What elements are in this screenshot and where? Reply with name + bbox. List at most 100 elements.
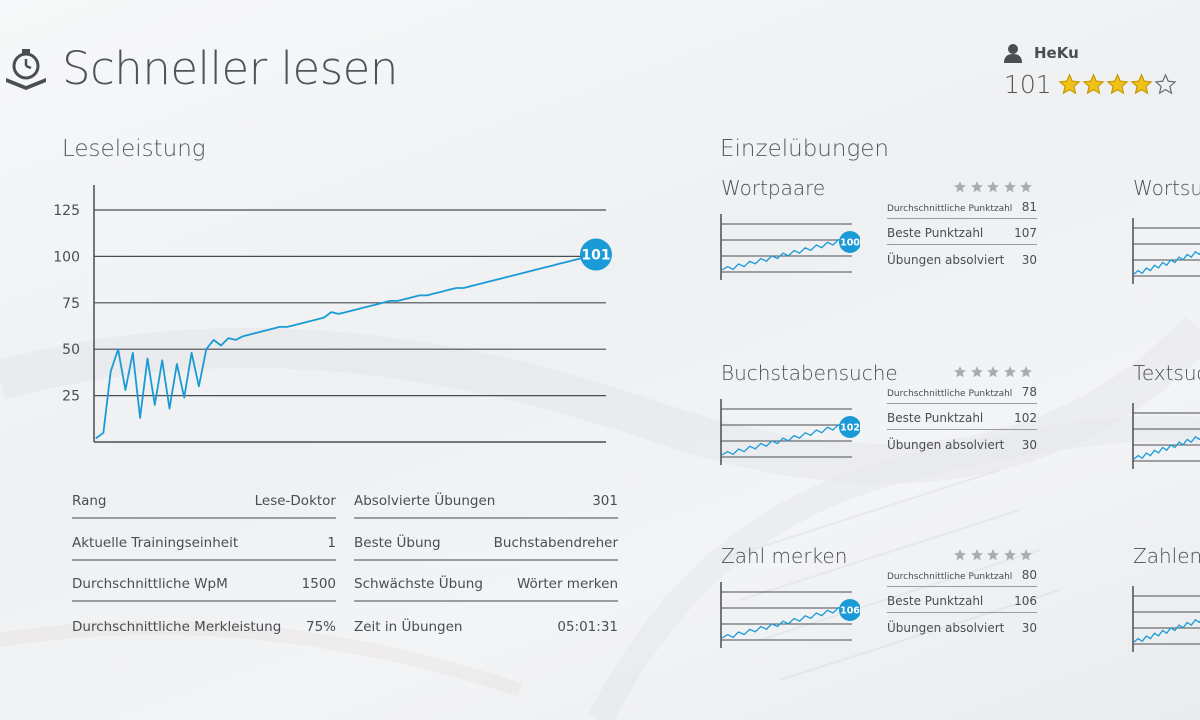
mini-value-badge xyxy=(839,416,861,438)
data-point xyxy=(286,326,288,328)
exercise-stat-row: Durchschnittliche Punktzahl 78 xyxy=(887,384,1037,404)
y-tick-label: 75 xyxy=(62,296,80,312)
y-tick-label: 50 xyxy=(62,342,80,358)
exercise-star-rating xyxy=(953,548,1036,562)
stat-row: Rang Lese-Doktor xyxy=(72,478,336,520)
leseleistung-chart: 25 50 75 100 125 101 xyxy=(44,180,634,460)
exercise-title: Zahl merken xyxy=(721,544,848,568)
stat-label: Durchschnittliche Merkleistung xyxy=(72,619,282,636)
data-point xyxy=(183,396,185,399)
exercise-stat-value: 30 xyxy=(1021,621,1037,635)
star-empty-icon xyxy=(1003,366,1016,378)
einzeluebungen-title: Einzelübungen xyxy=(720,136,889,162)
stat-row: Zeit in Übungen 05:01:31 xyxy=(354,602,618,643)
data-point xyxy=(139,417,141,419)
data-point xyxy=(301,322,303,324)
mini-value-badge xyxy=(839,599,861,621)
stat-value: 1500 xyxy=(301,575,336,592)
mini-value-label: 100 xyxy=(840,238,860,249)
mini-chart xyxy=(1132,218,1200,284)
exercise-stat-value: 81 xyxy=(1021,200,1037,214)
user-star-rating xyxy=(1058,73,1178,96)
exercise-chart: 100 xyxy=(720,212,861,282)
stat-row: Beste Übung Buchstabendreher xyxy=(354,519,618,561)
data-point xyxy=(374,304,377,306)
data-point xyxy=(573,259,575,261)
data-point xyxy=(470,285,472,287)
data-point xyxy=(367,305,369,308)
star-empty-icon xyxy=(1020,549,1032,561)
data-point xyxy=(124,389,127,391)
data-point xyxy=(110,370,112,373)
exercise-chart: 102 xyxy=(720,397,861,467)
data-point xyxy=(213,339,215,341)
data-point xyxy=(418,294,421,296)
exercise-chart xyxy=(1132,584,1200,654)
data-point xyxy=(168,407,171,410)
mini-series-line xyxy=(721,238,845,271)
mini-value-badge xyxy=(839,231,861,253)
data-point xyxy=(315,318,318,321)
star-empty-icon xyxy=(954,549,966,561)
star-filled-icon xyxy=(1106,73,1129,95)
star-empty-icon xyxy=(1020,366,1032,378)
stat-value: 1 xyxy=(327,534,336,551)
exercise-stat-row: Übungen absolviert 30 xyxy=(887,245,1037,271)
mini-series-line xyxy=(721,423,845,456)
data-point xyxy=(411,296,413,298)
data-point xyxy=(389,300,391,302)
data-point xyxy=(323,317,325,319)
stat-label: Beste Übung xyxy=(354,534,441,551)
data-point xyxy=(477,283,479,285)
exercise-stat-row: Beste Punktzahl 107 xyxy=(887,219,1037,245)
stat-row: Durchschnittliche Merkleistung 75% xyxy=(72,602,336,643)
exercise-chart: 106 xyxy=(720,580,861,650)
stats-left-column: Rang Lese-Doktor Aktuelle Trainingseinheit… xyxy=(72,478,336,643)
stat-label: Durchschnittliche WpM xyxy=(72,575,228,592)
exercise-stat-row: Beste Punktzahl 106 xyxy=(887,587,1037,613)
exercise-stats: Durchschnittliche Punktzahl 81 Beste Punkt… xyxy=(887,199,1037,271)
data-point xyxy=(235,339,237,341)
star-empty-icon xyxy=(1154,73,1177,95)
star-filled-icon xyxy=(1058,73,1081,95)
star-empty-icon xyxy=(954,181,966,193)
data-point xyxy=(448,289,450,291)
mini-series-line xyxy=(721,606,845,639)
mini-value-label: 106 xyxy=(840,606,860,617)
data-point xyxy=(293,324,296,326)
stat-label: Schwächste Übung xyxy=(354,575,483,592)
stat-row: Schwächste Übung Wörter merken xyxy=(354,561,618,602)
data-point xyxy=(440,291,443,293)
exercise-chart xyxy=(1132,401,1200,471)
data-point xyxy=(161,359,163,361)
data-point xyxy=(463,287,465,289)
data-point xyxy=(514,274,516,276)
data-point xyxy=(536,268,538,270)
exercise-stat-label: Durchschnittliche Punktzahl xyxy=(887,572,1013,582)
user-panel[interactable]: HeKu 101 xyxy=(1004,40,1194,99)
stat-label: Rang xyxy=(72,493,107,510)
data-point xyxy=(271,328,274,330)
mini-value-label: 102 xyxy=(840,423,860,434)
exercise-stat-label: Beste Punktzahl xyxy=(887,594,984,608)
star-empty-icon xyxy=(970,549,983,561)
star-filled-icon xyxy=(1082,73,1105,95)
exercise-title: Textsuc xyxy=(1133,361,1200,385)
exercise-stats: Durchschnittliche Punktzahl 78 Beste Punkt… xyxy=(887,384,1037,456)
exercise-stat-label: Durchschnittliche Punktzahl xyxy=(887,389,1013,399)
stopwatch-book-icon xyxy=(6,49,46,90)
data-point xyxy=(382,302,384,304)
exercise-stat-label: Übungen absolviert xyxy=(887,253,1005,267)
exercise-stat-value: 80 xyxy=(1021,568,1037,582)
data-point xyxy=(396,300,399,302)
exercise-chart xyxy=(1132,216,1200,286)
current-value-badge xyxy=(580,238,612,271)
current-value-label: 101 xyxy=(581,248,610,264)
mini-chart: 100 xyxy=(720,214,861,280)
data-point xyxy=(338,313,340,315)
stat-row: Durchschnittliche WpM 1500 xyxy=(72,561,336,602)
mini-chart: 106 xyxy=(720,582,861,648)
user-rating: 101 xyxy=(1004,70,1194,99)
data-point xyxy=(205,348,207,350)
series-line xyxy=(95,253,597,440)
